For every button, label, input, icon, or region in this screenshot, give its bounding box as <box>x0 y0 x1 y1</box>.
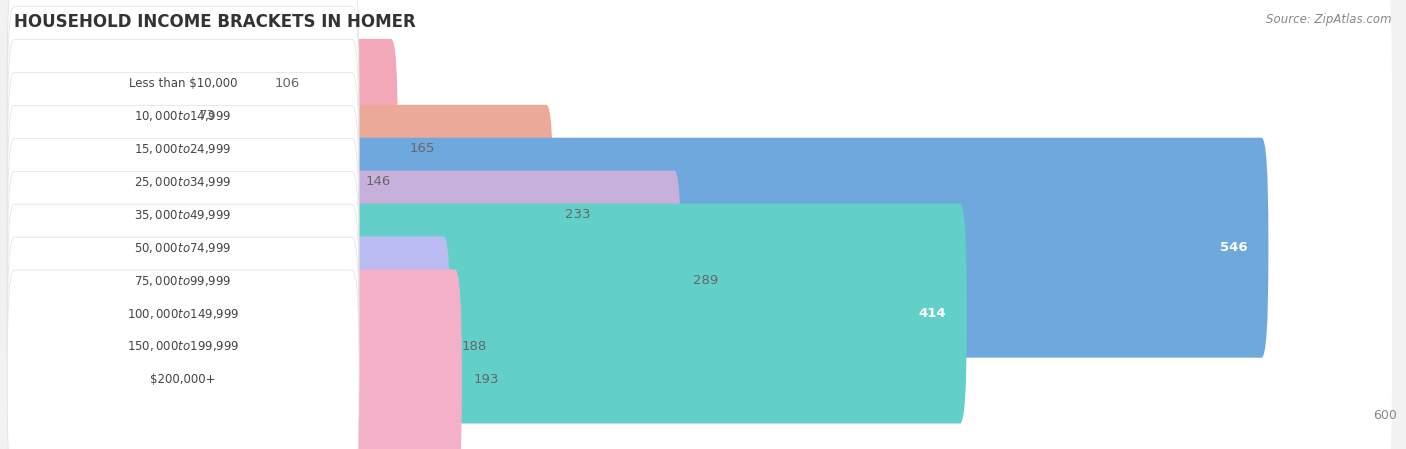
FancyBboxPatch shape <box>7 270 359 449</box>
FancyBboxPatch shape <box>7 237 450 449</box>
Text: 146: 146 <box>366 176 391 188</box>
Text: $25,000 to $34,999: $25,000 to $34,999 <box>135 175 232 189</box>
FancyBboxPatch shape <box>7 204 359 423</box>
FancyBboxPatch shape <box>7 269 463 449</box>
FancyBboxPatch shape <box>7 203 967 423</box>
FancyBboxPatch shape <box>7 0 359 192</box>
FancyBboxPatch shape <box>7 40 359 258</box>
Text: $10,000 to $14,999: $10,000 to $14,999 <box>135 109 232 123</box>
FancyBboxPatch shape <box>7 265 1392 449</box>
Text: HOUSEHOLD INCOME BRACKETS IN HOMER: HOUSEHOLD INCOME BRACKETS IN HOMER <box>14 13 416 31</box>
FancyBboxPatch shape <box>7 72 354 292</box>
FancyBboxPatch shape <box>7 106 359 324</box>
FancyBboxPatch shape <box>7 233 1392 449</box>
Text: 289: 289 <box>693 274 718 287</box>
FancyBboxPatch shape <box>7 68 1392 296</box>
Text: $15,000 to $24,999: $15,000 to $24,999 <box>135 142 232 156</box>
Text: $50,000 to $74,999: $50,000 to $74,999 <box>135 241 232 255</box>
Text: $100,000 to $149,999: $100,000 to $149,999 <box>127 307 239 321</box>
FancyBboxPatch shape <box>7 167 1392 395</box>
Text: Source: ZipAtlas.com: Source: ZipAtlas.com <box>1267 13 1392 26</box>
Text: Less than $10,000: Less than $10,000 <box>129 77 238 89</box>
Text: 546: 546 <box>1220 241 1249 254</box>
Text: 414: 414 <box>918 307 946 320</box>
FancyBboxPatch shape <box>7 2 1392 230</box>
FancyBboxPatch shape <box>7 73 359 291</box>
FancyBboxPatch shape <box>7 35 1392 263</box>
Text: $200,000+: $200,000+ <box>150 373 217 386</box>
Text: 106: 106 <box>274 77 299 89</box>
FancyBboxPatch shape <box>7 6 188 226</box>
Text: 233: 233 <box>565 208 591 221</box>
Text: $35,000 to $49,999: $35,000 to $49,999 <box>135 208 232 222</box>
FancyBboxPatch shape <box>7 200 1392 427</box>
Text: 73: 73 <box>200 110 217 123</box>
FancyBboxPatch shape <box>7 138 359 357</box>
FancyBboxPatch shape <box>7 39 398 259</box>
Text: $75,000 to $99,999: $75,000 to $99,999 <box>135 273 232 288</box>
Text: 165: 165 <box>409 142 434 155</box>
Text: $150,000 to $199,999: $150,000 to $199,999 <box>127 339 239 353</box>
FancyBboxPatch shape <box>7 138 1268 358</box>
Text: 193: 193 <box>474 373 499 386</box>
FancyBboxPatch shape <box>7 0 1392 197</box>
FancyBboxPatch shape <box>7 105 554 325</box>
FancyBboxPatch shape <box>7 7 359 225</box>
FancyBboxPatch shape <box>7 171 682 391</box>
FancyBboxPatch shape <box>7 0 263 193</box>
Text: 188: 188 <box>463 340 486 353</box>
FancyBboxPatch shape <box>7 134 1392 361</box>
FancyBboxPatch shape <box>7 237 359 449</box>
FancyBboxPatch shape <box>7 101 1392 329</box>
FancyBboxPatch shape <box>7 172 359 390</box>
